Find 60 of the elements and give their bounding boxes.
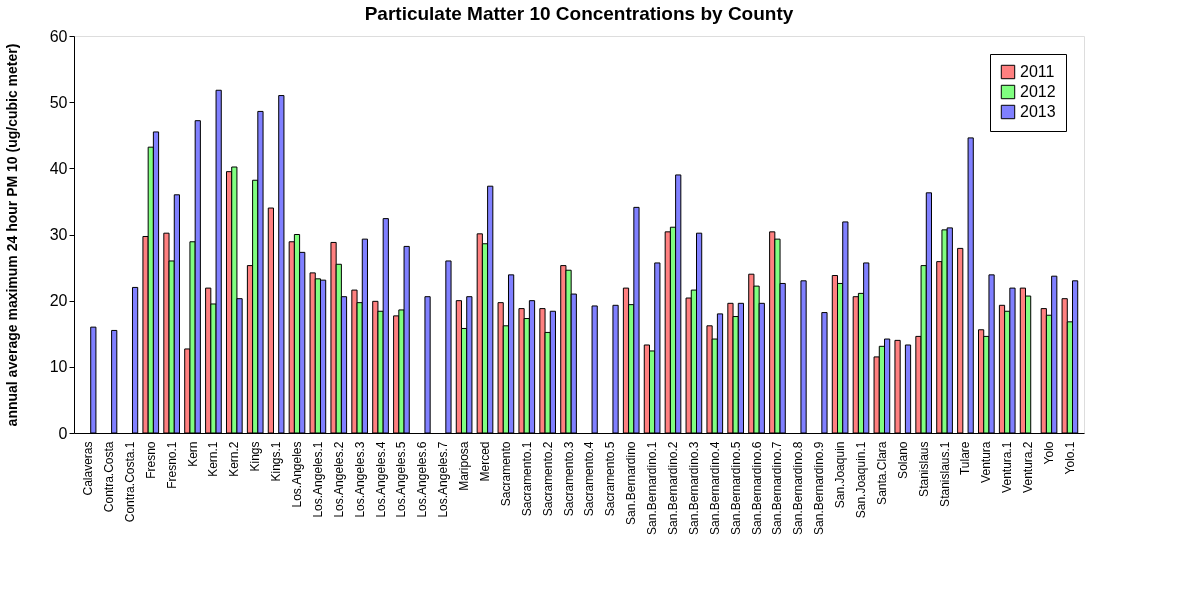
x-tick-label: San.Bernardino.4 <box>707 441 722 535</box>
x-tick-label: Los.Angeles.7 <box>436 441 451 518</box>
x-tick-label: Kings.1 <box>269 441 284 482</box>
x-tick-label: Contra.Costa <box>101 441 116 513</box>
y-tick-label: 20 <box>49 292 68 310</box>
x-tick-label: Ventura.1 <box>1000 441 1015 493</box>
x-tick-label: Kern.2 <box>227 441 242 477</box>
x-tick-label: San.Bernardino.5 <box>728 441 743 535</box>
x-tick-label: Sacramento.2 <box>540 441 555 517</box>
x-tick-label: Sacramento.3 <box>561 441 576 517</box>
x-tick-label: Sacramento.4 <box>582 441 597 517</box>
x-tick-label: Sacramento <box>498 441 513 507</box>
x-tick-label: Kern <box>185 441 200 467</box>
x-tick-label: San.Bernardino.9 <box>812 441 827 535</box>
x-tick-label: Calaveras <box>81 441 96 496</box>
y-tick-label: 60 <box>49 27 68 45</box>
x-tick-label: Los.Angeles.2 <box>331 441 346 518</box>
x-tick-label: Kings <box>248 441 263 472</box>
x-tick-label: San.Bernardino.7 <box>770 441 785 535</box>
x-tick-label: San.Bernardino.2 <box>666 441 680 535</box>
chart-title: Particulate Matter 10 Concentrations by County <box>364 3 794 24</box>
x-tick-label: Los.Angeles <box>289 441 304 508</box>
y-tick-label: 50 <box>49 93 68 111</box>
legend-label: 2013 <box>1020 103 1056 120</box>
x-tick-label: Los.Angeles.6 <box>415 441 430 518</box>
x-tick-label: Los.Angeles.4 <box>373 441 388 518</box>
y-tick-label: 0 <box>58 424 68 442</box>
x-tick-label: San.Bernardino <box>624 441 639 525</box>
x-tick-label: Los.Angeles.3 <box>352 441 367 518</box>
y-axis-title: annual average maximum 24 hour PM 10 (ug/cubic meter) <box>3 43 20 427</box>
x-tick-label: San.Joaquin.1 <box>854 441 869 519</box>
x-tick-label: Stanislaus <box>916 441 931 497</box>
x-tick-label: Stanislaus.1 <box>937 441 952 507</box>
x-tick-label: San.Bernardino.6 <box>749 441 764 535</box>
x-tick-label: Solano <box>895 441 910 479</box>
x-tick-label: Fresno <box>143 441 158 479</box>
x-tick-label: San.Bernardino.3 <box>686 441 701 535</box>
x-tick-label: Kern.1 <box>206 441 221 477</box>
x-tick-label: Merced <box>478 441 492 482</box>
x-tick-label: Santa.Clara <box>874 441 889 505</box>
y-tick-label: 40 <box>49 159 68 177</box>
x-tick-label: Ventura.2 <box>1021 441 1036 493</box>
x-tick-label: Fresno.1 <box>164 441 179 489</box>
legend-label: 2011 <box>1020 63 1055 80</box>
x-tick-label: Yolo.1 <box>1062 441 1077 475</box>
x-tick-label: Los.Angeles.5 <box>394 441 409 518</box>
x-tick-label: Los.Angeles.1 <box>310 441 325 518</box>
x-tick-label: Mariposa <box>457 441 472 491</box>
legend-label: 2012 <box>1020 83 1056 100</box>
y-tick-label: 10 <box>49 358 68 376</box>
x-tick-label: Sacramento.5 <box>603 441 618 517</box>
x-tick-label: Contra.Costa.1 <box>122 441 137 523</box>
y-tick-label: 30 <box>49 226 68 243</box>
x-tick-label: San.Bernardino.8 <box>791 441 806 535</box>
x-tick-label: San.Bernardino.1 <box>645 441 660 535</box>
x-tick-label: Sacramento.1 <box>519 441 534 517</box>
x-tick-label: Ventura <box>979 441 994 483</box>
x-tick-label: Yolo <box>1042 441 1057 465</box>
x-tick-label: Tulare <box>958 441 973 476</box>
x-tick-label: San.Joaquin <box>833 441 848 509</box>
